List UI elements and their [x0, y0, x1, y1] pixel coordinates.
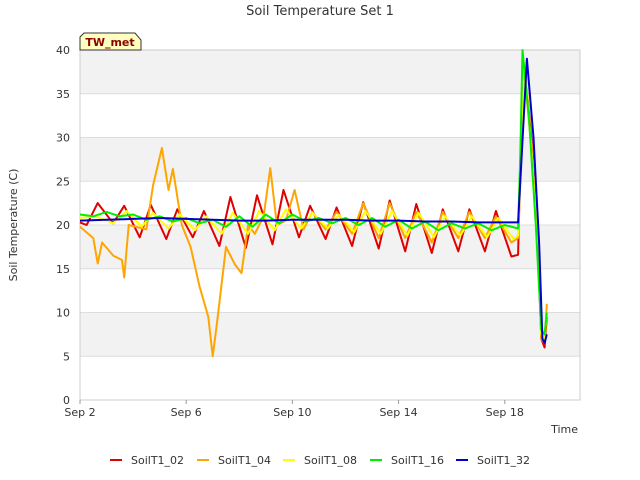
y-axis-ticks: 0 5 10 15 20 25 30 35 40	[56, 44, 70, 407]
y-tick-label: 35	[56, 88, 70, 101]
y-tick-label: 25	[56, 175, 70, 188]
dataset-badge-label: TW_met	[85, 36, 134, 49]
x-tick-label: Sep 10	[273, 406, 311, 419]
legend: SoilT1_02 SoilT1_04 SoilT1_08 SoilT1_16 Soil…	[110, 454, 530, 467]
x-tick-label: Sep 2	[64, 406, 95, 419]
background-band	[80, 268, 580, 313]
legend-label-soilt1_08: SoilT1_08	[304, 454, 357, 467]
series-line-soilt1_32	[79, 57, 548, 345]
plot-background	[80, 50, 580, 400]
series-line-soilt1_02	[79, 66, 548, 349]
x-tick-label: Sep 14	[379, 406, 417, 419]
legend-label-soilt1_04: SoilT1_04	[218, 454, 271, 467]
dataset-badge: TW_met	[79, 32, 142, 51]
plot-frame	[79, 49, 581, 401]
y-axis-title: Soil Temperature (C)	[7, 169, 20, 282]
x-axis-ticks: Sep 2 Sep 6 Sep 10 Sep 14 Sep 18	[64, 400, 524, 419]
chart-title: Soil Temperature Set 1	[246, 4, 394, 19]
background-band	[80, 356, 580, 400]
y-tick-label: 20	[56, 219, 70, 232]
y-tick-label: 40	[56, 44, 70, 57]
y-tick-label: 30	[56, 132, 70, 145]
background-band	[80, 312, 580, 357]
legend-label-soilt1_16: SoilT1_16	[391, 454, 444, 467]
x-axis-title: Time	[550, 423, 578, 436]
x-tick-label: Sep 6	[171, 406, 202, 419]
y-tick-label: 0	[63, 394, 70, 407]
x-tick-label: Sep 18	[486, 406, 524, 419]
series-lines	[79, 49, 548, 358]
legend-label-soilt1_02: SoilT1_02	[131, 454, 184, 467]
y-tick-label: 15	[56, 263, 70, 276]
y-tick-label: 10	[56, 307, 70, 320]
y-tick-label: 5	[63, 350, 70, 363]
background-band	[80, 50, 580, 94]
background-band	[80, 93, 580, 138]
legend-label-soilt1_32: SoilT1_32	[477, 454, 530, 467]
